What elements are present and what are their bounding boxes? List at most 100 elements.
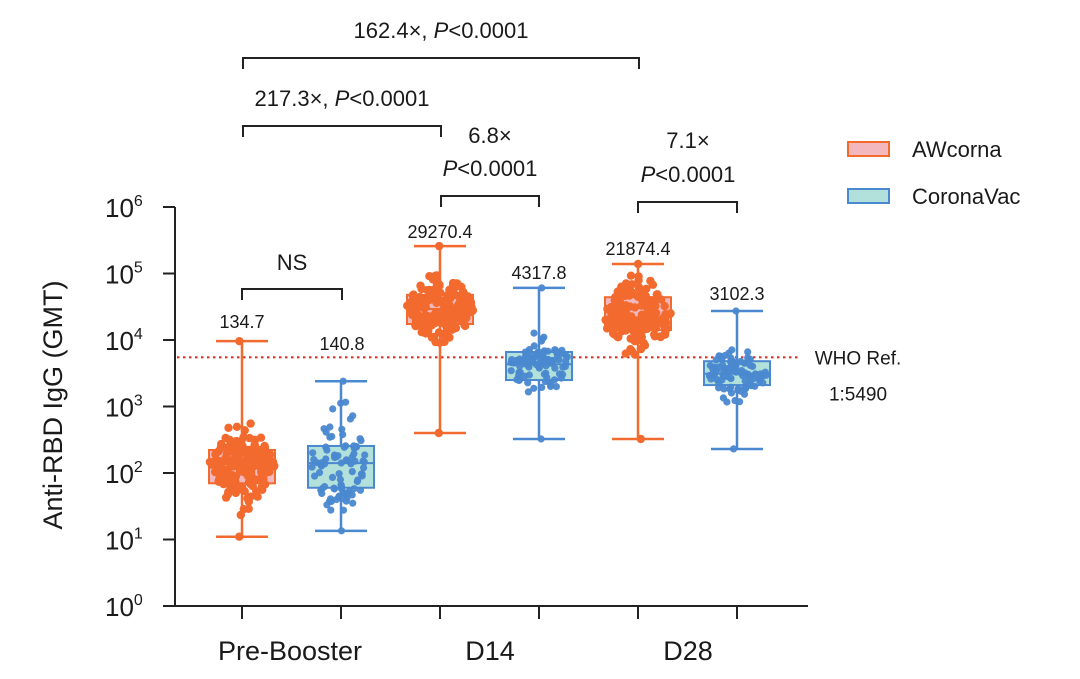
data-point [353, 477, 361, 486]
data-point [255, 461, 264, 471]
data-point [244, 478, 254, 487]
comparison-label-pre-d14: 217.3×, P<0.0001 [255, 86, 430, 111]
data-point [559, 370, 567, 378]
legend-label: AWcorna [912, 137, 1002, 162]
gmt-label: 3102.3 [709, 284, 764, 304]
data-point [603, 315, 613, 324]
data-point [424, 313, 433, 322]
x-category-label: Pre-Booster [218, 636, 362, 666]
data-point [535, 364, 543, 372]
y-axis-label: Anti-RBD IgG (GMT) [38, 280, 68, 529]
data-point [309, 449, 317, 457]
box-awcorna-d14: 29270.4 [403, 222, 478, 438]
data-point [636, 434, 645, 444]
comparison-bracket-pre-d28 [242, 57, 640, 69]
data-point [459, 311, 468, 321]
data-point [741, 369, 749, 377]
data-point [423, 296, 433, 305]
data-point [231, 488, 240, 498]
data-point [429, 332, 439, 342]
data-point [525, 371, 534, 379]
data-point [235, 466, 245, 475]
legend-item-awcorna: AWcorna [847, 137, 1002, 162]
data-point [350, 450, 358, 458]
data-point [637, 318, 646, 327]
data-point [358, 470, 366, 478]
data-point [310, 456, 318, 464]
data-point [552, 383, 561, 391]
data-point [619, 315, 628, 324]
data-point [257, 482, 266, 492]
data-point [346, 415, 354, 423]
y-tick-label: 102 [105, 459, 143, 489]
data-point [633, 259, 643, 269]
data-point [244, 445, 253, 455]
data-point [246, 468, 256, 477]
data-point [540, 333, 548, 341]
data-point [221, 476, 231, 485]
data-point [538, 383, 546, 391]
data-point [611, 306, 620, 315]
data-point [707, 375, 715, 383]
data-point [326, 433, 334, 441]
data-point [634, 272, 643, 281]
data-point [342, 398, 350, 406]
data-point [330, 484, 338, 492]
data-point [534, 348, 542, 356]
comparison-label-pre-d28: 162.4×, P<0.0001 [354, 18, 529, 43]
box-awcorna-d28: 21874.4 [601, 239, 675, 444]
data-point [656, 332, 665, 341]
data-point [660, 302, 669, 311]
gmt-label: 134.7 [219, 312, 264, 332]
legend-swatch [847, 141, 890, 157]
data-point [315, 469, 324, 477]
comparison-fold-d28: 7.1× [666, 128, 709, 153]
data-point [455, 293, 464, 302]
data-point [513, 376, 521, 384]
comparison-label-ns: NS [277, 250, 308, 275]
data-point [339, 377, 347, 385]
data-point [420, 320, 430, 330]
data-point [508, 356, 516, 364]
data-point [661, 310, 670, 319]
y-tick-label: 105 [105, 260, 143, 290]
data-point [327, 506, 335, 514]
data-point [337, 481, 345, 489]
data-point [538, 284, 546, 292]
data-point [415, 292, 425, 302]
comparison-p-d14: P<0.0001 [443, 156, 538, 181]
comparison-bracket-pre-d14 [242, 125, 442, 137]
data-point [644, 316, 654, 325]
y-tick-label: 106 [105, 193, 143, 223]
data-point [348, 468, 356, 476]
data-point [562, 352, 570, 360]
data-point [231, 450, 240, 459]
data-point [710, 368, 718, 376]
data-point [643, 303, 652, 313]
comparison-fold-d14: 6.8× [468, 123, 511, 148]
data-point [635, 335, 644, 344]
gmt-label: 21874.4 [605, 239, 670, 259]
data-point [416, 281, 425, 290]
data-point [211, 450, 220, 459]
data-point [221, 453, 230, 463]
data-point [335, 470, 343, 478]
data-point [318, 459, 326, 467]
data-point [250, 441, 259, 450]
data-point [409, 290, 418, 299]
data-point [322, 428, 330, 436]
data-point [612, 322, 621, 331]
data-point [343, 456, 351, 465]
data-point [434, 428, 443, 438]
data-point [604, 305, 614, 314]
data-point [631, 316, 640, 325]
data-point [424, 286, 433, 295]
data-point [761, 368, 769, 376]
data-point [643, 324, 652, 333]
data-point [630, 350, 640, 359]
data-point [260, 455, 269, 464]
data-point [417, 299, 426, 309]
data-point [661, 318, 671, 328]
data-point [240, 426, 249, 435]
data-point [235, 337, 244, 346]
